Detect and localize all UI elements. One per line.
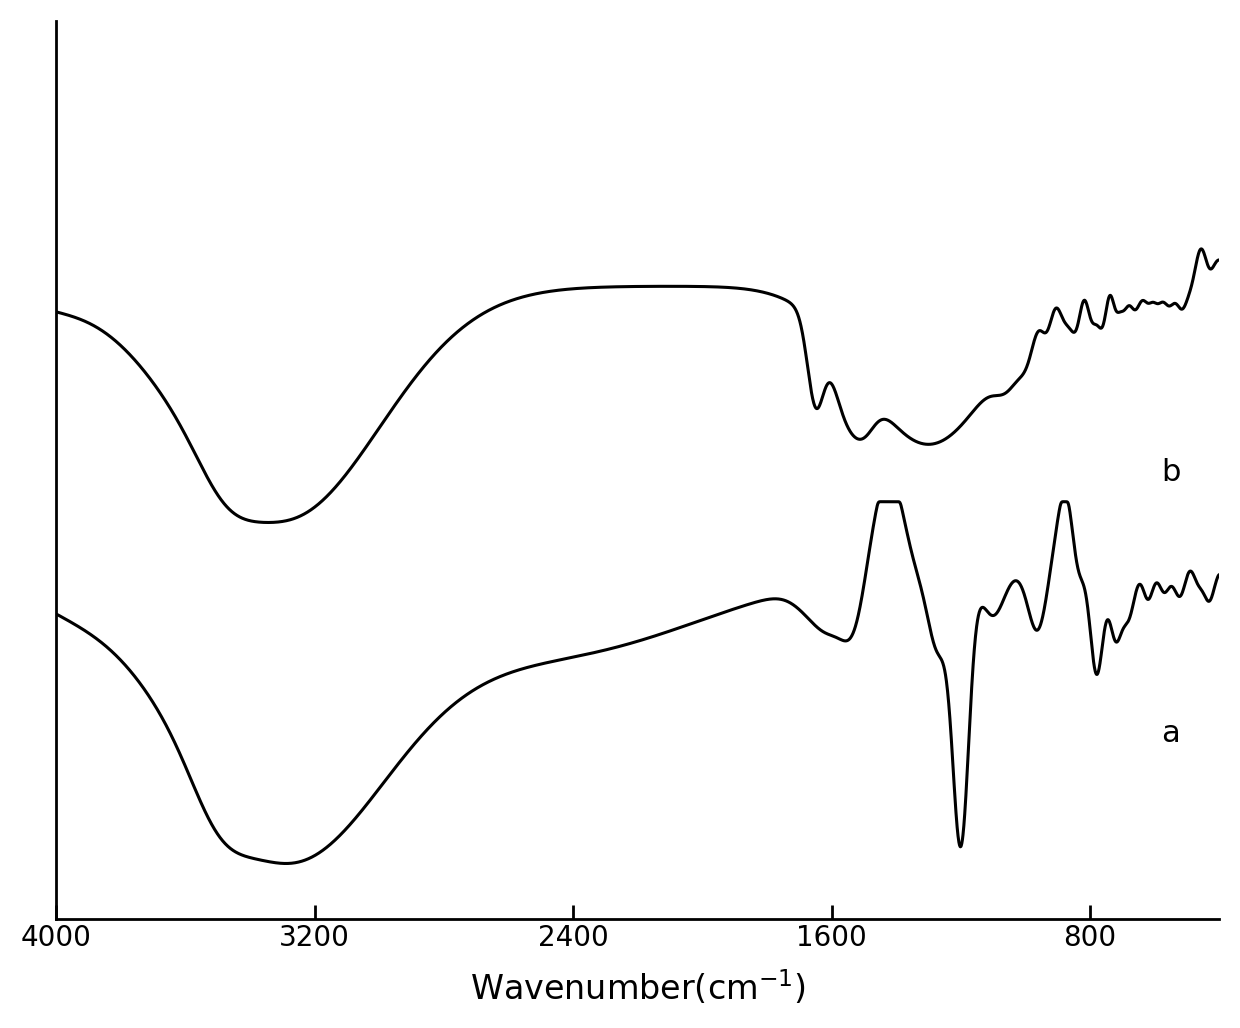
Text: a: a bbox=[1161, 719, 1179, 748]
Text: b: b bbox=[1161, 458, 1180, 487]
X-axis label: Wavenumber(cm$^{-1}$): Wavenumber(cm$^{-1}$) bbox=[470, 968, 806, 1007]
